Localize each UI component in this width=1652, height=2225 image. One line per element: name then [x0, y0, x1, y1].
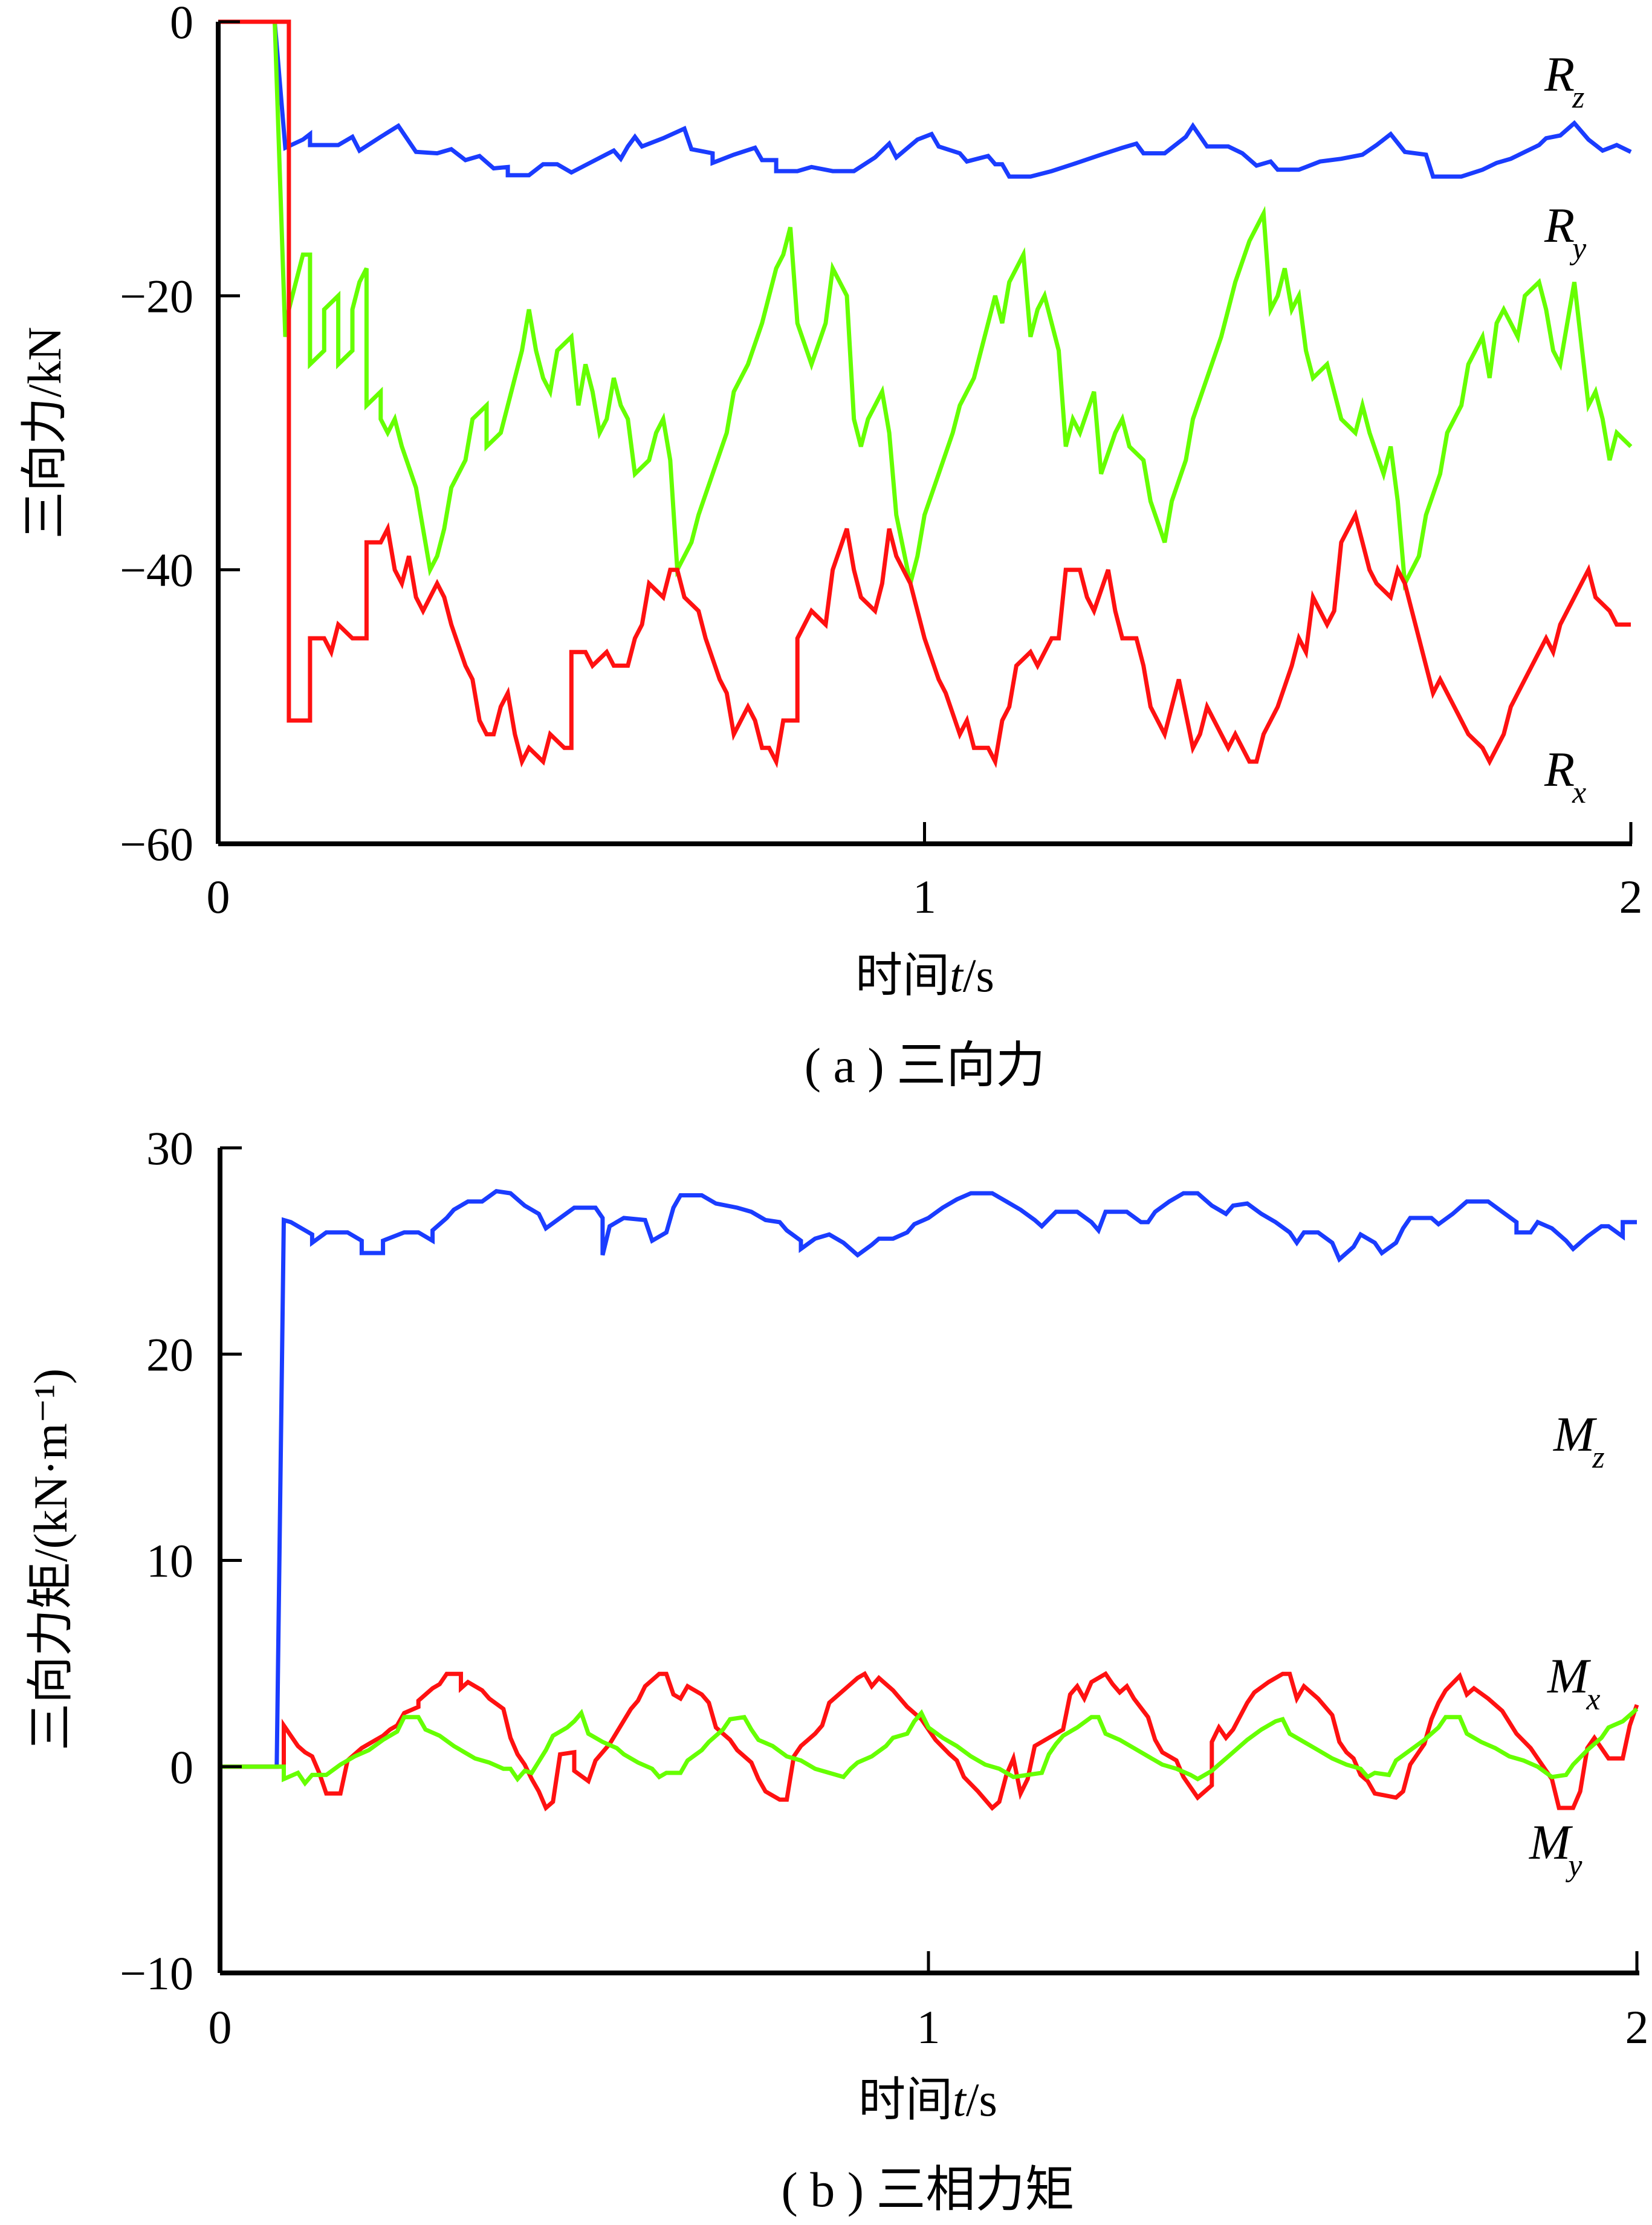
- legend-label-mx-sub: x: [1586, 1682, 1600, 1717]
- y-tick-label-a: −20: [120, 270, 193, 322]
- series-line-rx: [218, 19, 1631, 768]
- legend-label-my-sub: y: [1565, 1848, 1582, 1883]
- x-tick-label-a: 0: [207, 870, 230, 923]
- y-axis-title-b: 三向力矩/(kN·m⁻¹): [24, 1368, 77, 1751]
- plot-area-b: [220, 1189, 1639, 1812]
- y-axis-title-a: 三向力/kN: [18, 326, 71, 539]
- legend-label-mx-main: M: [1547, 1648, 1592, 1703]
- caption-b: ( b ) 三相力矩: [781, 2162, 1074, 2217]
- x-tick-label-b: 0: [209, 2001, 232, 2053]
- x-axis-title-a-unit: /s: [963, 949, 994, 1002]
- legend-label-rx: Rx: [1544, 742, 1586, 810]
- x-axis-title-b-unit: /s: [966, 2073, 997, 2126]
- legend-label-my: My: [1529, 1815, 1582, 1883]
- x-axis-title-a: 时间t/s: [855, 949, 994, 1002]
- legend-label-rx-sub: x: [1572, 776, 1586, 810]
- legend-label-rz-sub: z: [1572, 80, 1584, 115]
- y-tick-label-a: 0: [170, 0, 193, 48]
- x-tick-label-b: 1: [917, 2001, 941, 2053]
- x-tick-label-a: 2: [1619, 870, 1643, 923]
- panel-a-forces: 0−20−40−600 1 2 三向力/kN 时间t/s ( a ) 三向力 Rz …: [18, 0, 1643, 1093]
- x-axis-title-b-var: t: [953, 2073, 967, 2126]
- plot-area-a: [218, 19, 1633, 768]
- legend-label-mz-sub: z: [1592, 1440, 1604, 1475]
- legend-label-rz: Rz: [1544, 47, 1584, 115]
- x-axis-title-a-var: t: [950, 949, 964, 1002]
- legend-label-mz-main: M: [1553, 1407, 1598, 1462]
- tick-labels-a: 0 −20 −40 −60 0 1 2: [120, 0, 1643, 923]
- y-tick-label-b: 10: [146, 1535, 193, 1587]
- x-axis-title-b: 时间t/s: [858, 2073, 997, 2126]
- caption-a: ( a ) 三向力: [805, 1038, 1046, 1093]
- series-line-rz: [218, 19, 1632, 179]
- x-axis-title-a-prefix: 时间: [855, 949, 950, 1002]
- series-line-mx: [220, 1671, 1639, 1812]
- legend-label-ry-sub: y: [1569, 232, 1587, 266]
- legend-label-rx-main: R: [1544, 742, 1575, 797]
- y-tick-label-a: −60: [120, 818, 193, 870]
- ticks-b: [220, 1146, 1639, 1973]
- legend-label-rz-main: R: [1544, 47, 1575, 102]
- y-tick-label-b: 30: [146, 1122, 193, 1174]
- series-line-ry: [218, 19, 1633, 591]
- series-line-my: [220, 1707, 1639, 1787]
- legend-label-ry-main: R: [1544, 198, 1575, 253]
- ticks-a: [218, 20, 1633, 844]
- y-tick-label-b: −10: [120, 1947, 193, 2000]
- y-tick-label-b: 20: [146, 1328, 193, 1381]
- x-axis-title-b-prefix: 时间: [858, 2073, 953, 2126]
- y-tick-label-b: 0: [170, 1741, 193, 1793]
- x-tick-label-b: 2: [1625, 2001, 1649, 2053]
- y-tick-label-a: −40: [120, 544, 193, 597]
- x-tick-label-a: 1: [913, 870, 936, 923]
- legend-label-my-main: M: [1529, 1815, 1573, 1870]
- legend-label-mz: Mz: [1553, 1407, 1605, 1475]
- panel-b-moments: 30 20 10 0 −10 0 1 2 三向力矩/(kN·m⁻¹) 时间t/s ( b ) …: [24, 1122, 1649, 2217]
- legend-label-ry: Ry: [1544, 198, 1587, 266]
- tick-labels-b: 30 20 10 0 −10 0 1 2: [120, 1122, 1649, 2053]
- legend-label-mx: Mx: [1547, 1648, 1600, 1717]
- series-line-mz: [220, 1189, 1637, 1769]
